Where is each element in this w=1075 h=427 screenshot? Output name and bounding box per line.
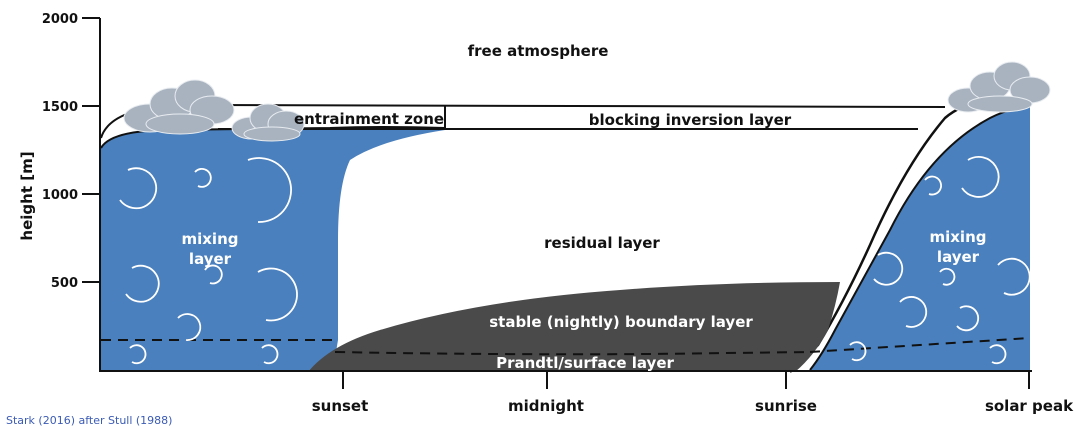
prandtl-layer-label: Prandtl/surface layer <box>496 354 674 372</box>
xtick-sunset: sunset <box>312 397 369 415</box>
xtick-solar-peak: solar peak <box>985 397 1074 415</box>
blocking-inversion-label: blocking inversion layer <box>589 111 792 129</box>
ytick-1000: 1000 <box>42 188 78 203</box>
free-atmosphere-label: free atmosphere <box>468 42 609 60</box>
y-ticks <box>82 18 100 282</box>
residual-layer-label: residual layer <box>544 234 660 252</box>
y-axis-label: height [m] <box>18 151 36 240</box>
mixing-layer-right <box>810 106 1030 370</box>
mixing-right-label-2: layer <box>937 248 980 266</box>
entrainment-zone-label: entrainment zone <box>294 110 444 128</box>
mixing-left-label-1: mixing <box>181 230 238 248</box>
inversion-top-line <box>200 105 945 107</box>
mixing-right-label-1: mixing <box>929 228 986 246</box>
cloud-right <box>948 62 1050 112</box>
cloud-left <box>124 80 234 134</box>
x-ticks <box>343 371 1029 389</box>
xtick-sunrise: sunrise <box>755 397 817 415</box>
ytick-500: 500 <box>51 276 78 291</box>
image-credit: Stark (2016) after Stull (1988) <box>6 414 172 427</box>
ytick-1500: 1500 <box>42 100 78 115</box>
xtick-midnight: midnight <box>508 397 584 415</box>
stable-layer-label: stable (nightly) boundary layer <box>489 313 753 331</box>
mixing-left-label-2: layer <box>189 250 232 268</box>
ytick-2000: 2000 <box>42 12 78 27</box>
